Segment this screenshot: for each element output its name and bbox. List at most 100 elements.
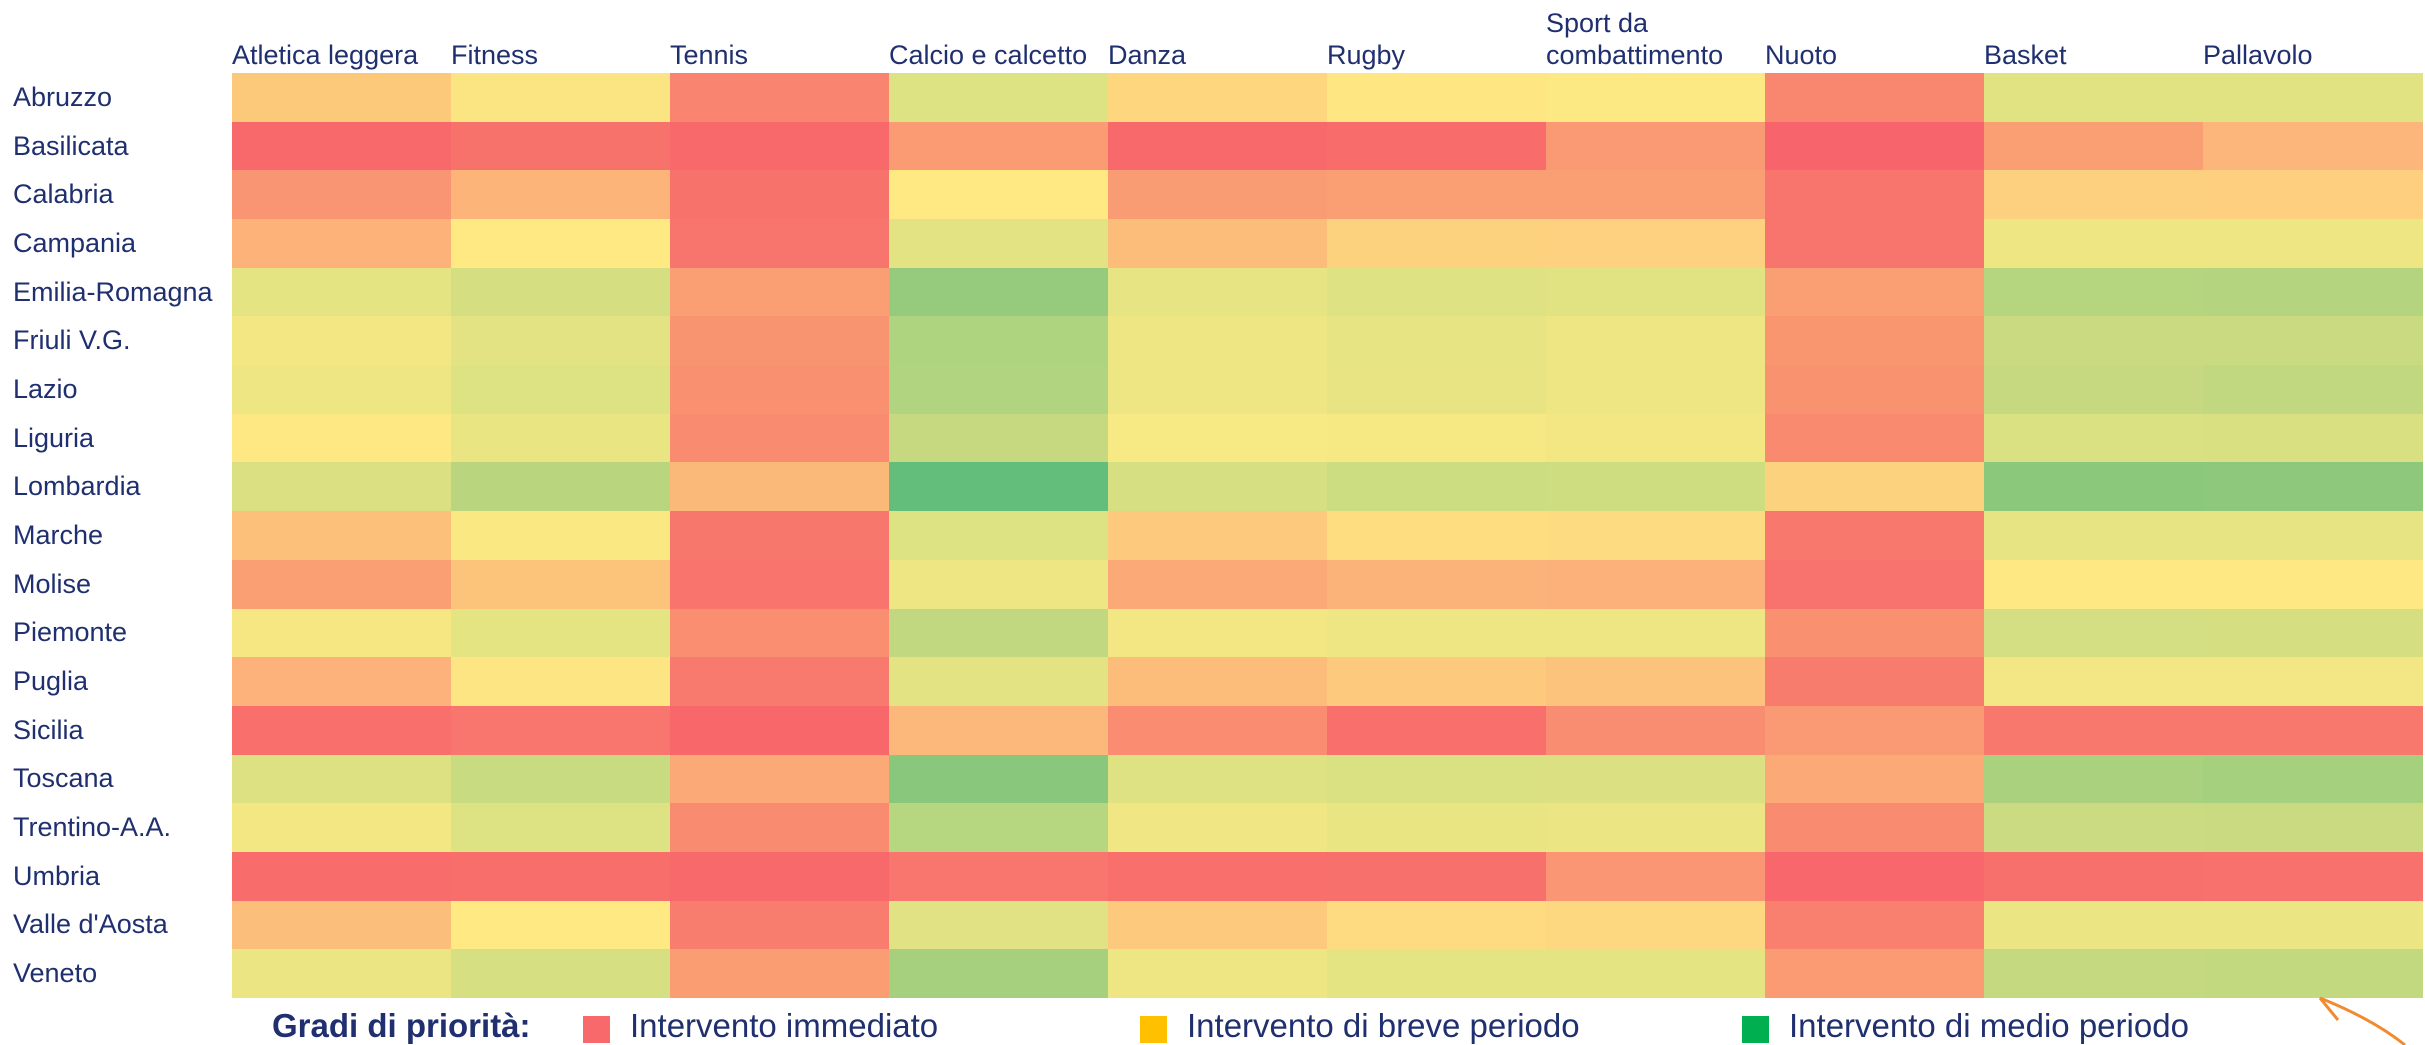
heat-cell [1108, 803, 1328, 853]
column-header: Calcio e calcetto [889, 40, 1088, 70]
heat-cell [1327, 949, 1547, 999]
heat-cell [1984, 511, 2204, 561]
heat-cell [1765, 462, 1985, 512]
heat-cell [1546, 754, 1766, 804]
heat-cell [2203, 462, 2423, 512]
heat-cell [1546, 73, 1766, 123]
heat-cell [889, 754, 1109, 804]
heat-cell [451, 608, 671, 658]
heat-cell [451, 365, 671, 415]
heat-cell [670, 511, 890, 561]
heat-cell [1546, 413, 1766, 463]
heat-cell [670, 121, 890, 171]
heat-cell [1546, 462, 1766, 512]
heat-cell [1327, 413, 1547, 463]
legend-label: Intervento di breve periodo [1187, 1007, 1580, 1044]
heat-cell [1108, 657, 1328, 707]
column-header: Atletica leggera [232, 40, 419, 70]
row-label: Puglia [13, 666, 89, 697]
heat-cell [670, 851, 890, 902]
heat-cell [232, 900, 452, 950]
heat-cell [451, 73, 671, 123]
heat-cell [1327, 754, 1547, 804]
heat-cell [232, 949, 452, 999]
row-label: Lombardia [13, 471, 141, 502]
row-label: Lazio [13, 373, 78, 404]
heat-cell [232, 121, 452, 171]
heat-cell [451, 949, 671, 999]
heat-cell [451, 803, 671, 853]
row-label: Campania [13, 227, 137, 258]
heat-cell [232, 413, 452, 463]
row-label: Marche [13, 519, 104, 550]
heat-cell [889, 170, 1109, 220]
heat-cell [1108, 851, 1328, 902]
heat-cell [1108, 365, 1328, 415]
heat-cell [1546, 121, 1766, 171]
heat-cell [2203, 365, 2423, 415]
column-header: Tennis [670, 40, 749, 70]
heat-cell [1984, 219, 2204, 269]
heat-cell [451, 219, 671, 269]
heat-cell [889, 949, 1109, 999]
heat-cell [2203, 73, 2423, 123]
heat-cell [1546, 851, 1766, 902]
heat-cell [2203, 608, 2423, 658]
heat-cell [1765, 949, 1985, 999]
heat-cell [232, 219, 452, 269]
heat-cell [1984, 657, 2204, 707]
heat-cell [2203, 170, 2423, 220]
heat-cell [1984, 754, 2204, 804]
heat-cell [1984, 462, 2204, 512]
column-header: Pallavolo [2203, 40, 2313, 70]
heat-cell [1327, 462, 1547, 512]
heat-cell [1327, 511, 1547, 561]
heat-cell [2203, 559, 2423, 609]
heat-cell [1765, 121, 1985, 171]
heat-cell [670, 705, 890, 756]
column-header: Rugby [1327, 40, 1406, 70]
heat-cell [1546, 559, 1766, 609]
heat-cell [232, 851, 452, 902]
heat-cell [232, 657, 452, 707]
heat-cell [1984, 365, 2204, 415]
heat-cell [1108, 316, 1328, 366]
heat-cell [889, 462, 1109, 512]
heat-cell [670, 608, 890, 658]
heat-cell [1108, 511, 1328, 561]
heat-cell [1108, 559, 1328, 609]
heat-cell [670, 170, 890, 220]
heat-cell [1984, 73, 2204, 123]
heat-cell [451, 559, 671, 609]
heat-cell [1327, 608, 1547, 658]
heat-cell [2203, 511, 2423, 561]
heat-cell [1108, 121, 1328, 171]
heat-cell [1765, 608, 1985, 658]
heat-cell [1765, 705, 1985, 756]
legend-swatch [1140, 1016, 1167, 1043]
heat-cell [1327, 705, 1547, 756]
heat-cell [1765, 900, 1985, 950]
heat-cell [670, 267, 890, 317]
heat-cell [232, 705, 452, 756]
legend-swatch [583, 1016, 610, 1043]
heat-cell [1546, 803, 1766, 853]
heat-cell [1765, 511, 1985, 561]
heat-cell [889, 657, 1109, 707]
row-label: Molise [13, 568, 92, 599]
heat-cell [1546, 949, 1766, 999]
heat-cell [1765, 559, 1985, 609]
heat-cell [1108, 608, 1328, 658]
heat-cell [2203, 267, 2423, 317]
heat-cell [451, 316, 671, 366]
heat-cell [889, 219, 1109, 269]
column-header: Danza [1108, 40, 1187, 70]
heat-cell [670, 219, 890, 269]
heat-cell [670, 900, 890, 950]
heat-cell [1108, 267, 1328, 317]
heat-cell [1765, 754, 1985, 804]
heat-cell [1984, 316, 2204, 366]
heat-cell [1984, 608, 2204, 658]
heat-cell [451, 705, 671, 756]
row-label: Liguria [13, 422, 95, 453]
